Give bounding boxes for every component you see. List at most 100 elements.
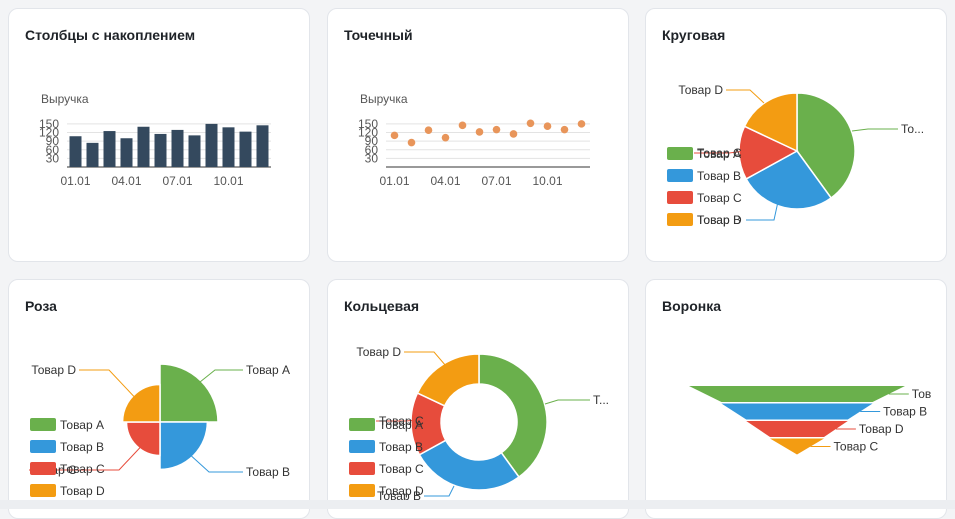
slice-label: Товар C	[379, 414, 424, 428]
funnel-segment	[689, 386, 905, 402]
legend-swatch	[349, 440, 375, 453]
funnel-segment	[770, 438, 824, 455]
slice-label: Товар C	[697, 146, 742, 160]
legend-label: Товар A	[379, 418, 423, 432]
x-tick-label: 10.01	[532, 174, 562, 188]
y-tick-label: 60	[46, 143, 60, 157]
y-tick-label: 90	[46, 134, 60, 148]
label-leader-line	[29, 437, 150, 471]
card-title: Роза	[25, 298, 57, 314]
horizontal-scrollbar[interactable]	[0, 500, 955, 509]
slice-label: Товар D	[356, 345, 401, 359]
scatter-point	[526, 119, 535, 128]
legend-label: Товар B	[697, 169, 741, 183]
pie-slice	[416, 353, 480, 407]
x-tick-label: 01.01	[60, 174, 90, 188]
funnel-label: Товар D	[859, 422, 904, 436]
scatter-point	[543, 122, 552, 130]
slice-label: Товар D	[31, 363, 76, 377]
pie-slice	[743, 92, 798, 153]
bar	[188, 135, 201, 167]
y-axis-title: Выручка	[360, 92, 408, 106]
label-leader-line	[694, 150, 746, 154]
card-title: Круговая	[662, 27, 726, 43]
funnel-label: Тов	[912, 387, 931, 401]
x-tick-label: 10.01	[213, 174, 243, 188]
scatter-card: Точечный Выручка 30 60 90 120 150 01.01 04.01 07…	[327, 8, 629, 262]
legend-swatch	[30, 484, 56, 497]
funnel-segment	[721, 403, 873, 420]
legend-swatch	[349, 418, 375, 431]
legend-swatch	[349, 462, 375, 475]
pie-chart: То... Товар B Товар C Товар D Товар A Товар B…	[667, 83, 924, 227]
bar	[239, 131, 252, 167]
legend-label: Товар B	[60, 440, 104, 454]
slice-label: Т...	[593, 393, 609, 407]
legend-label: Товар D	[697, 213, 742, 227]
y-tick-label: 120	[39, 126, 59, 140]
legend-label: Товар A	[697, 147, 741, 161]
slice-label: Товар B	[697, 213, 741, 227]
legend-label: Товар D	[379, 484, 424, 498]
y-tick-label: 90	[365, 134, 379, 148]
label-leader-line	[746, 196, 780, 221]
card-title: Столбцы с накоплением	[25, 27, 196, 43]
bar	[137, 126, 150, 167]
legend-label: Товар C	[60, 462, 105, 476]
funnel-card: Воронка Тов Товар B Товар D Товар C	[645, 279, 947, 519]
x-tick-label: 04.01	[430, 174, 460, 188]
y-tick-label: 30	[46, 151, 60, 165]
label-leader-line	[376, 419, 418, 422]
label-leader-line	[199, 369, 243, 383]
legend-label: Товар B	[379, 440, 423, 454]
label-leader-line	[186, 451, 243, 473]
funnel-segment	[746, 421, 848, 437]
scatter-point	[475, 128, 484, 136]
rose-chart: Товар A Товар B Товар C Товар D Товар A Товар…	[29, 363, 290, 498]
label-leader-line	[544, 399, 590, 405]
slice-label: Товар A	[246, 363, 290, 377]
label-leader-line	[851, 128, 898, 132]
legend-swatch	[30, 418, 56, 431]
scatter-point	[509, 130, 518, 138]
pie-card: Круговая То... Товар B Товар C Товар D Товар…	[645, 8, 947, 262]
slice-label: Товар B	[377, 489, 421, 503]
slice-label: Товар B	[246, 465, 290, 479]
legend-label: Товар D	[60, 484, 105, 498]
y-tick-label: 120	[358, 126, 378, 140]
scatter-point	[492, 125, 501, 134]
rose-slice	[159, 421, 209, 471]
x-tick-label: 04.01	[111, 174, 141, 188]
y-axis-title: Выручка	[41, 92, 89, 106]
legend-swatch	[667, 147, 693, 160]
slice-label: Товар D	[678, 83, 723, 97]
pie-slice	[745, 150, 833, 210]
scatter-point	[458, 121, 467, 130]
x-tick-label: 01.01	[379, 174, 409, 188]
pie-slice	[738, 125, 799, 180]
bar	[154, 133, 167, 167]
rose-slice	[125, 421, 161, 457]
bar	[69, 136, 82, 167]
legend-label: Товар A	[60, 418, 104, 432]
x-tick-label: 07.01	[162, 174, 192, 188]
x-tick-label: 07.01	[481, 174, 511, 188]
scatter-point	[390, 131, 399, 140]
label-leader-line	[424, 485, 455, 497]
scatter-point	[560, 125, 569, 134]
donut-card: Кольцевая Т... Товар B Товар C Товар D Товар…	[327, 279, 629, 519]
scatter-point	[577, 120, 586, 128]
legend-swatch	[667, 169, 693, 182]
rose-slice	[159, 363, 219, 423]
y-tick-label: 150	[39, 117, 59, 131]
legend-swatch	[349, 484, 375, 497]
bar	[256, 125, 269, 167]
funnel-label: Товар B	[883, 405, 927, 419]
scatter-point	[407, 138, 416, 147]
card-title: Воронка	[662, 298, 722, 314]
bar	[103, 131, 116, 167]
legend-swatch	[30, 462, 56, 475]
